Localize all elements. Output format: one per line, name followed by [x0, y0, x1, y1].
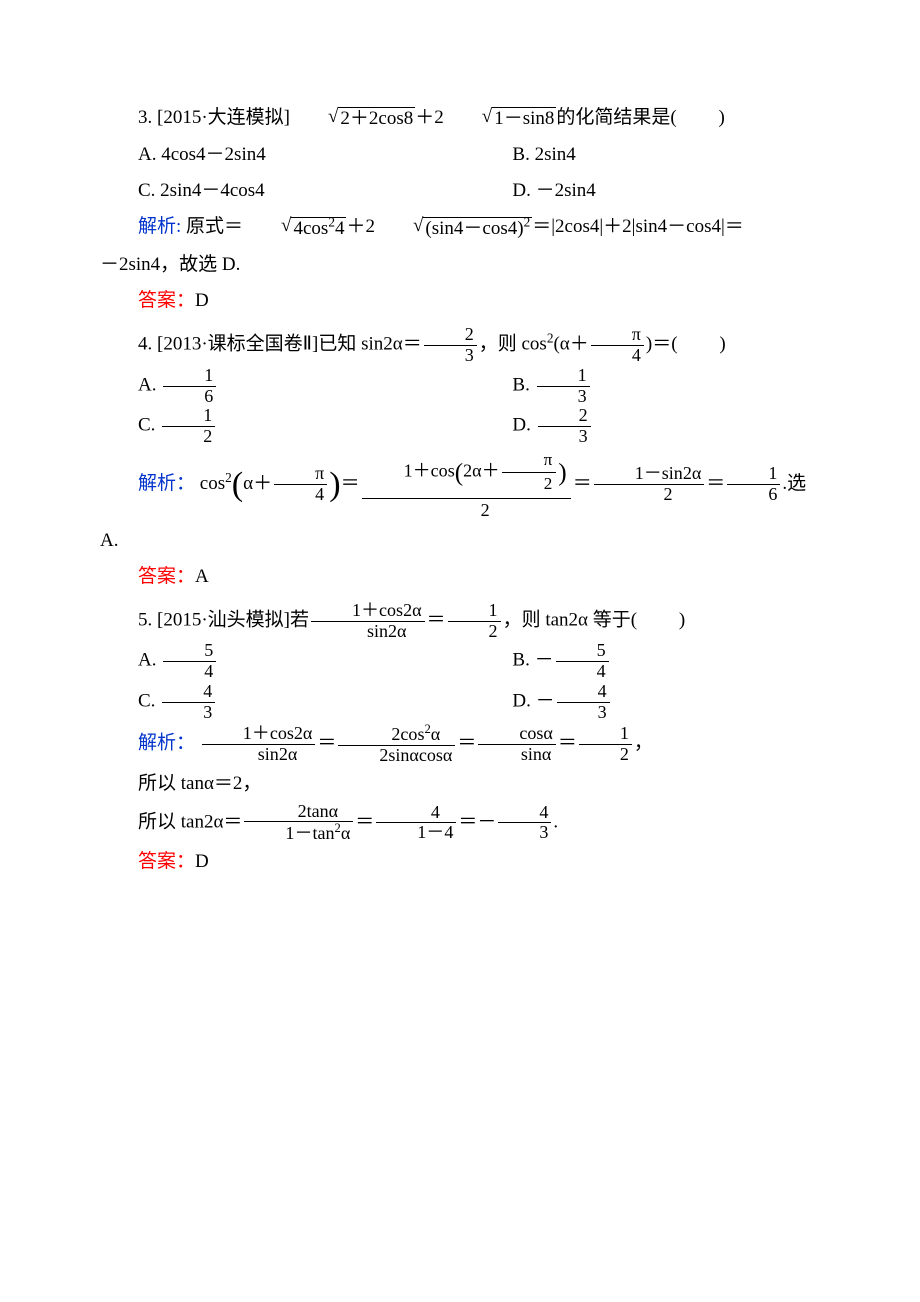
q4-answer: 答案：A [100, 559, 820, 595]
q3-optD: D. －2sin4 [474, 173, 820, 209]
frac: π4 [591, 325, 644, 366]
q5-optB: B. －54 [474, 641, 820, 682]
q5-opts-row1: A. 54 B. －54 [100, 641, 820, 682]
sol-label: 解析: [138, 216, 181, 237]
q5-answer: 答案：D [100, 844, 820, 880]
sqrt-1: 2＋2cos8 [290, 100, 415, 137]
q5-solution-l1: 解析： 1＋cos2αsin2α＝2cos2α2sinαcosα＝cosαsin… [100, 723, 820, 766]
q4-solution: 解析： cos2(α＋π4)＝1＋cos(2α＋π2)2＝1－sin2α2＝16… [100, 447, 820, 559]
q3-tail: 的化简结果是( [556, 107, 676, 128]
q5-opts-row2: C. 43 D. －43 [100, 682, 820, 723]
q5-optC: C. 43 [100, 682, 474, 723]
plus-2: ＋2 [415, 107, 444, 128]
ans-label: 答案： [138, 290, 195, 311]
q4-opts-row2: C. 12 D. 23 [100, 406, 820, 447]
sqrt: (sin4－cos4)2 [375, 209, 532, 246]
q3-optC: C. 2sin4－4cos4 [100, 173, 474, 209]
frac: 1＋cos(2α＋π2)2 [362, 447, 571, 523]
q3-solution-l2: －2sin4，故选 D. [100, 247, 820, 283]
q4-stem: 4. [2013·课标全国卷Ⅱ]已知 sin2α＝23，则 cos2(α＋π4)… [100, 325, 820, 366]
q5-optD: D. －43 [474, 682, 820, 723]
q3-opts-row2: C. 2sin4－4cos4 D. －2sin4 [100, 173, 820, 209]
q3-optB: B. 2sin4 [474, 137, 820, 173]
q5-label: 5. [2015·汕头模拟]若 [138, 609, 309, 630]
q4-opts-row1: A. 16 B. 13 [100, 366, 820, 407]
paren: ) [329, 466, 340, 503]
paren: ( [232, 466, 243, 503]
q3-label: 3. [2015·大连模拟] [138, 107, 290, 128]
sol-label: 解析： [138, 473, 195, 494]
q5-optA: A. 54 [100, 641, 474, 682]
q4-label: 4. [2013·课标全国卷Ⅱ]已知 sin2α＝ [138, 334, 422, 355]
frac: 23 [424, 325, 477, 366]
q5-solution-l3: 所以 tan2α＝2tanα1－tan2α＝41－4＝－43. [100, 802, 820, 845]
ans: D [195, 851, 209, 872]
ans: D [195, 290, 209, 311]
q3-answer: 答案：D [100, 283, 820, 319]
q5-solution-l2: 所以 tanα＝2， [100, 766, 820, 802]
ans-label: 答案： [138, 851, 195, 872]
sol-label: 解析： [138, 733, 195, 754]
q4-optD: D. 23 [474, 406, 820, 447]
q5-stem: 5. [2015·汕头模拟]若1＋cos2αsin2α＝12，则 tan2α 等… [100, 601, 820, 642]
ans: A [195, 566, 209, 587]
sqrt: 4cos24 [243, 209, 346, 246]
q4-optC: C. 12 [100, 406, 474, 447]
q3-stem: 3. [2015·大连模拟]2＋2cos8＋21－sin8的化简结果是() [100, 100, 820, 137]
sol-t1: 原式＝ [186, 216, 243, 237]
q4-optB: B. 13 [474, 366, 820, 407]
q3-opts-row1: A. 4cos4－2sin4 B. 2sin4 [100, 137, 820, 173]
ans-label: 答案： [138, 566, 195, 587]
q4-optA: A. 16 [100, 366, 474, 407]
sqrt-2: 1－sin8 [444, 100, 557, 137]
q3-optA: A. 4cos4－2sin4 [100, 137, 474, 173]
q3-close: ) [719, 107, 725, 128]
q3-solution-l1: 解析: 原式＝4cos24＋2(sin4－cos4)2＝|2cos4|＋2|si… [100, 209, 820, 246]
